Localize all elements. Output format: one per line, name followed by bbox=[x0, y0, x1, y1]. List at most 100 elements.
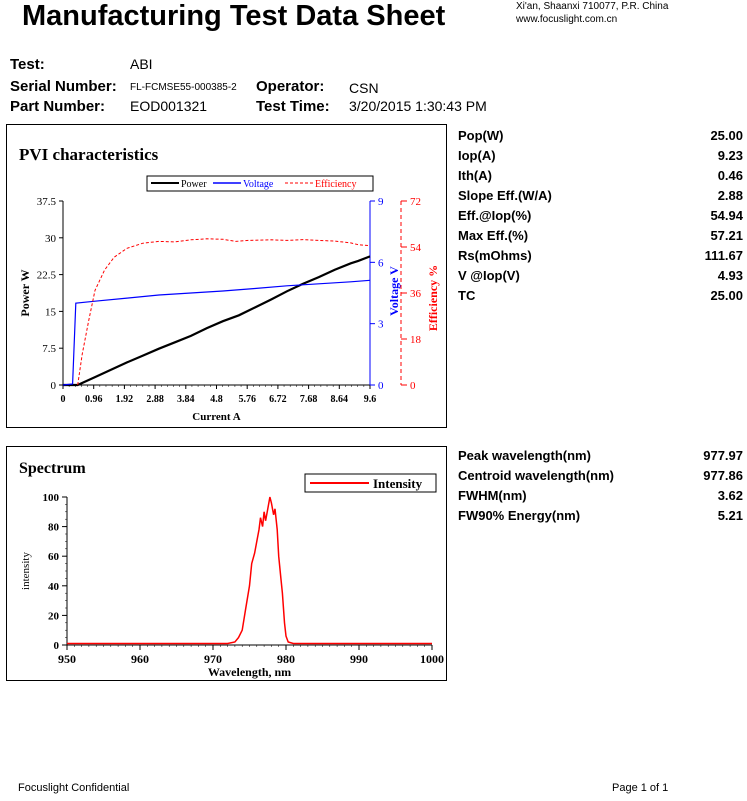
stat-row: TC 25.00 bbox=[458, 288, 743, 308]
stat-row: Centroid wavelength(nm) 977.86 bbox=[458, 468, 743, 488]
y-tick-label: 7.5 bbox=[42, 343, 56, 355]
x-tick-label: 1.92 bbox=[116, 394, 134, 405]
stat-label: Max Eff.(%) bbox=[458, 228, 529, 243]
stat-value: 25.00 bbox=[710, 288, 743, 303]
stat-row: V @Iop(V) 4.93 bbox=[458, 268, 743, 288]
stat-label: Slope Eff.(W/A) bbox=[458, 188, 552, 203]
stat-label: Eff.@Iop(%) bbox=[458, 208, 532, 223]
pvi-stats-table: Pop(W) 25.00 Iop(A) 9.23 Ith(A) 0.46 Slope Eff… bbox=[458, 128, 743, 308]
stat-label: Rs(mOhms) bbox=[458, 248, 532, 263]
x-tick-label: 9.6 bbox=[364, 394, 377, 405]
y2-tick-label: 3 bbox=[378, 319, 384, 331]
stat-row: Pop(W) 25.00 bbox=[458, 128, 743, 148]
stat-label: FWHM(nm) bbox=[458, 488, 527, 503]
voltage-series-line bbox=[62, 279, 371, 386]
stat-row: Iop(A) 9.23 bbox=[458, 148, 743, 168]
operator-value: CSN bbox=[349, 80, 379, 96]
time-label: Test Time: bbox=[256, 98, 330, 115]
y3-tick-label: 72 bbox=[410, 196, 421, 208]
y-tick-label: 80 bbox=[48, 522, 60, 534]
chart-title: Spectrum bbox=[19, 460, 86, 477]
y-tick-label: 40 bbox=[48, 581, 60, 593]
efficiency-series-line bbox=[77, 238, 371, 386]
stat-row: Eff.@Iop(%) 54.94 bbox=[458, 208, 743, 228]
stat-label: Ith(A) bbox=[458, 168, 492, 183]
y3-tick-label: 0 bbox=[410, 380, 416, 392]
stat-row: Max Eff.(%) 57.21 bbox=[458, 228, 743, 248]
y2-tick-label: 0 bbox=[378, 380, 384, 392]
y-tick-label: 37.5 bbox=[37, 196, 57, 208]
stat-label: Pop(W) bbox=[458, 128, 504, 143]
stat-row: Ith(A) 0.46 bbox=[458, 168, 743, 188]
y3-tick-label: 36 bbox=[410, 288, 422, 300]
stat-value: 9.23 bbox=[717, 148, 743, 163]
y-tick-label: 60 bbox=[48, 551, 60, 563]
y-axis-label: intensity bbox=[20, 552, 32, 590]
serial-label: Serial Number: bbox=[10, 78, 117, 95]
test-value: ABI bbox=[130, 56, 153, 72]
legend-efficiency-label: Efficiency bbox=[315, 179, 356, 190]
footer-confidential: Focuslight Confidential bbox=[18, 782, 130, 794]
stat-label: FW90% Energy(nm) bbox=[458, 508, 581, 523]
y-tick-label: 100 bbox=[43, 492, 60, 504]
x-tick-label: 8.64 bbox=[331, 394, 349, 405]
x-tick-label: 950 bbox=[58, 652, 76, 666]
stat-value: 4.93 bbox=[717, 268, 743, 283]
stat-value: 54.94 bbox=[710, 208, 743, 223]
test-label: Test: bbox=[10, 56, 45, 73]
pvi-chart-panel: PVI characteristics 0 0.96 1.92 2.88 3.84 4.8 5… bbox=[6, 124, 447, 428]
part-label: Part Number: bbox=[10, 98, 106, 115]
x-tick-label: 970 bbox=[204, 652, 222, 666]
y-axis-label: Power W bbox=[18, 269, 32, 316]
stat-value: 25.00 bbox=[710, 128, 743, 143]
stat-label: Peak wavelength(nm) bbox=[458, 448, 591, 463]
footer-page-number: Page 1 of 1 bbox=[612, 782, 669, 794]
x-tick-label: 980 bbox=[277, 652, 295, 666]
stat-row: FWHM(nm) 3.62 bbox=[458, 488, 743, 508]
y-tick-label: 0 bbox=[51, 380, 57, 392]
chart-title: PVI characteristics bbox=[19, 145, 159, 164]
y-tick-label: 15 bbox=[45, 306, 57, 318]
stat-value: 977.86 bbox=[703, 468, 743, 483]
stat-label: Centroid wavelength(nm) bbox=[458, 468, 615, 483]
legend-intensity-label: Intensity bbox=[373, 476, 423, 491]
stat-value: 2.88 bbox=[717, 188, 743, 203]
y-tick-label: 30 bbox=[45, 233, 57, 245]
stat-row: FW90% Energy(nm) 5.21 bbox=[458, 508, 743, 528]
y3-tick-label: 54 bbox=[410, 242, 422, 254]
x-tick-label: 5.76 bbox=[238, 394, 256, 405]
legend-power-label: Power bbox=[181, 179, 207, 190]
x-tick-label: 4.8 bbox=[210, 394, 223, 405]
spectrum-stats-table: Peak wavelength(nm) 977.97 Centroid wavele… bbox=[458, 448, 743, 528]
y3-axis-label: Efficiency % bbox=[426, 265, 440, 331]
y2-tick-label: 6 bbox=[378, 257, 384, 269]
stat-row: Peak wavelength(nm) 977.97 bbox=[458, 448, 743, 468]
x-tick-label: 1000 bbox=[420, 652, 444, 666]
stat-value: 111.67 bbox=[704, 248, 743, 263]
y2-tick-label: 9 bbox=[378, 196, 384, 208]
stat-value: 0.46 bbox=[717, 168, 743, 183]
x-tick-label: 7.68 bbox=[300, 394, 318, 405]
y2-axis-label: Voltage V bbox=[387, 266, 401, 316]
x-axis-label: Wavelength, nm bbox=[208, 665, 291, 679]
spectrum-chart-panel: Spectrum 950 960 970 980 990 1000 0 20 40 60 80 100 W… bbox=[6, 446, 447, 681]
stat-label: Iop(A) bbox=[458, 148, 496, 163]
company-address: Xi'an, Shaanxi 710077, P.R. China www.fo… bbox=[516, 0, 668, 26]
chart-legend bbox=[146, 175, 374, 192]
y-tick-label: 0 bbox=[54, 640, 60, 652]
x-tick-label: 2.88 bbox=[146, 394, 164, 405]
x-tick-label: 960 bbox=[131, 652, 149, 666]
website-link[interactable]: www.focuslight.com.cn bbox=[516, 14, 618, 25]
part-value: EOD001321 bbox=[130, 98, 208, 114]
time-value: 3/20/2015 1:30:43 PM bbox=[349, 98, 487, 114]
stat-value: 5.21 bbox=[717, 508, 743, 523]
stat-row: Slope Eff.(W/A) 2.88 bbox=[458, 188, 743, 208]
x-tick-label: 990 bbox=[350, 652, 368, 666]
x-axis-label: Current A bbox=[192, 411, 240, 423]
legend-voltage-label: Voltage bbox=[243, 179, 274, 190]
operator-label: Operator: bbox=[256, 78, 325, 95]
y-tick-label: 22.5 bbox=[37, 270, 57, 282]
intensity-series-line bbox=[67, 496, 432, 645]
page-title: Manufacturing Test Data Sheet bbox=[22, 0, 446, 32]
chart-legend bbox=[304, 473, 437, 493]
